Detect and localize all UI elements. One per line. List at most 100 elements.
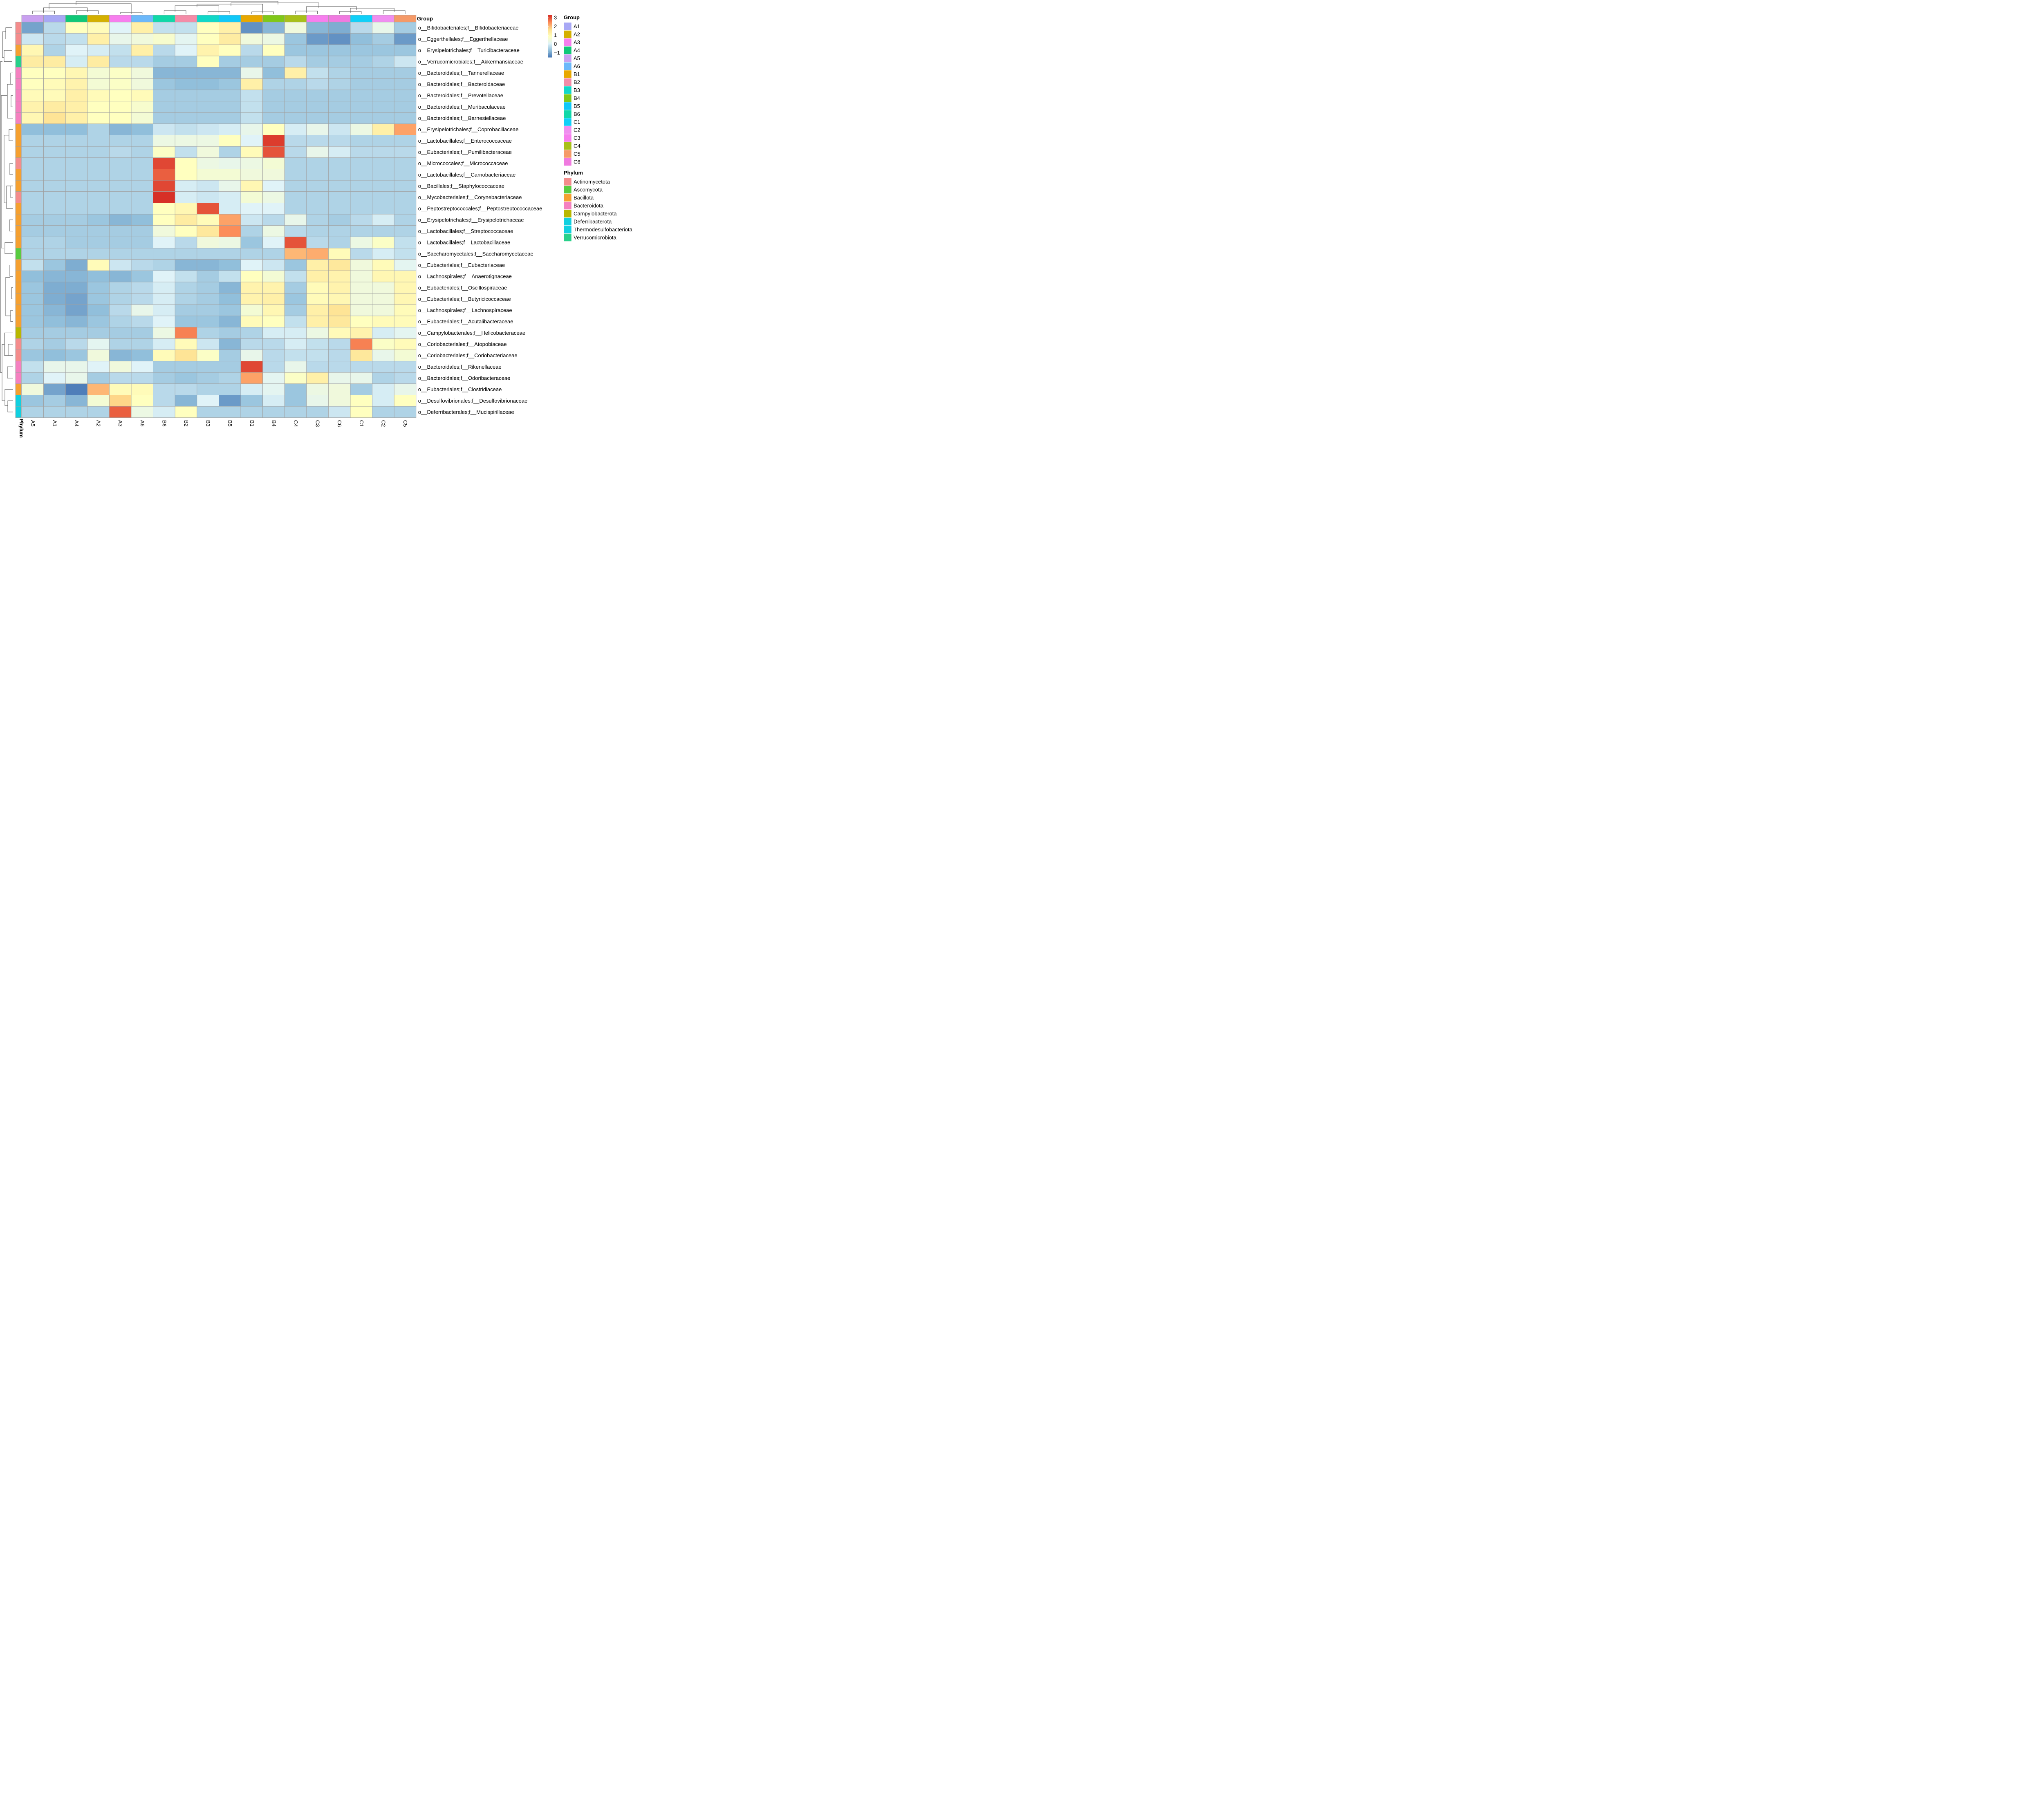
legend-swatch: [563, 217, 572, 226]
heatmap-cell: [175, 44, 197, 56]
heatmap-cell: [306, 304, 329, 316]
row-label: o__Saccharomycetales;f__Saccharomycetace…: [418, 251, 533, 257]
heatmap-cell: [131, 202, 153, 215]
heatmap-cell: [175, 78, 197, 90]
heatmap-cell: [372, 327, 394, 339]
heatmap-cell: [197, 202, 219, 215]
heatmap-cell: [240, 327, 263, 339]
phylum-annotation-cell: [15, 236, 22, 249]
heatmap-cell: [175, 383, 197, 395]
colorbar-segment: [548, 18, 552, 19]
heatmap-cell: [21, 90, 44, 101]
heatmap-cell: [262, 101, 285, 113]
heatmap-cell: [153, 236, 175, 249]
heatmap-cell: [43, 316, 66, 327]
column-label: A4: [74, 420, 80, 427]
legend-swatch: [563, 110, 572, 118]
heatmap-figure: Group o__Bifidobacteriales;f__Bifidobact…: [0, 1, 633, 438]
heatmap-cell: [306, 349, 329, 361]
phylum-annotation-cell: [15, 146, 22, 158]
row-label: o__Lachnospirales;f__Anaerotignaceae: [418, 273, 512, 280]
heatmap-cell: [131, 123, 153, 135]
heatmap-cell: [65, 236, 88, 249]
heatmap-cell: [109, 101, 132, 113]
heatmap-cell: [328, 395, 351, 407]
heatmap-cell: [306, 406, 329, 418]
heatmap-cell: [175, 33, 197, 45]
phylum-annotation-cell: [15, 259, 22, 271]
heatmap-cell: [197, 372, 219, 384]
heatmap-cell: [43, 67, 66, 79]
legend-swatch: [563, 126, 572, 134]
heatmap-cell: [175, 169, 197, 181]
dendrogram-branch: [10, 72, 13, 85]
heatmap-cell: [350, 327, 372, 339]
heatmap-cell: [372, 406, 394, 418]
heatmap-cell: [175, 327, 197, 339]
heatmap-cell: [262, 338, 285, 350]
heatmap-cell: [328, 169, 351, 181]
colorbar-segment: [548, 48, 552, 49]
heatmap-cell: [109, 157, 132, 169]
heatmap-cell: [394, 123, 417, 135]
heatmap-cell: [306, 327, 329, 339]
heatmap-cell: [350, 395, 372, 407]
heatmap-cell: [240, 361, 263, 373]
legend-item-label: A6: [574, 63, 580, 69]
heatmap-cell: [131, 259, 153, 271]
phylum-annotation-cell: [15, 191, 22, 203]
heatmap-cell: [21, 259, 44, 271]
heatmap-cell: [21, 146, 44, 158]
heatmap-cell: [350, 135, 372, 147]
heatmap-cell: [87, 112, 110, 124]
legend-swatch: [563, 78, 572, 86]
row-label: o__Bacteroidales;f__Bacteroidaceae: [418, 81, 505, 87]
heatmap-cell: [197, 349, 219, 361]
heatmap-cell: [328, 67, 351, 79]
heatmap-cell: [109, 22, 132, 34]
heatmap-cell: [109, 372, 132, 384]
dendrogram-branch: [7, 84, 13, 119]
heatmap-cell: [21, 56, 44, 67]
heatmap-cell: [328, 406, 351, 418]
heatmap-cell: [109, 383, 132, 395]
heatmap-cell: [131, 44, 153, 56]
heatmap-cell: [87, 146, 110, 158]
heatmap-cell: [219, 67, 241, 79]
heatmap-cell: [350, 22, 372, 34]
group-annotation-cell: [43, 15, 66, 22]
heatmap-cell: [219, 282, 241, 294]
legend-item-label: C1: [574, 119, 580, 125]
heatmap-cell: [175, 236, 197, 249]
heatmap-cell: [175, 225, 197, 237]
heatmap-cell: [109, 236, 132, 249]
heatmap-cell: [284, 78, 307, 90]
heatmap-cell: [394, 236, 417, 249]
dendrogram-branch: [7, 366, 13, 379]
heatmap-cell: [87, 236, 110, 249]
heatmap-cell: [394, 22, 417, 34]
column-label: B3: [205, 420, 211, 427]
heatmap-cell: [372, 180, 394, 192]
legend-swatch: [563, 209, 572, 218]
heatmap-cell: [131, 248, 153, 260]
heatmap-cell: [43, 225, 66, 237]
heatmap-cell: [65, 56, 88, 67]
heatmap-cell: [153, 406, 175, 418]
heatmap-cell: [262, 316, 285, 327]
heatmap-cell: [43, 270, 66, 282]
heatmap-cell: [306, 214, 329, 226]
dendrogram-branch: [6, 186, 13, 209]
heatmap-cell: [219, 406, 241, 418]
heatmap-cell: [197, 383, 219, 395]
heatmap-cell: [21, 349, 44, 361]
group-annotation-cell: [350, 15, 372, 22]
heatmap-cell: [240, 395, 263, 407]
heatmap-cell: [153, 248, 175, 260]
heatmap-cell: [43, 146, 66, 158]
phylum-annotation-cell: [15, 56, 22, 67]
heatmap-cell: [175, 338, 197, 350]
heatmap-cell: [65, 225, 88, 237]
heatmap-cell: [284, 44, 307, 56]
heatmap-cell: [153, 157, 175, 169]
